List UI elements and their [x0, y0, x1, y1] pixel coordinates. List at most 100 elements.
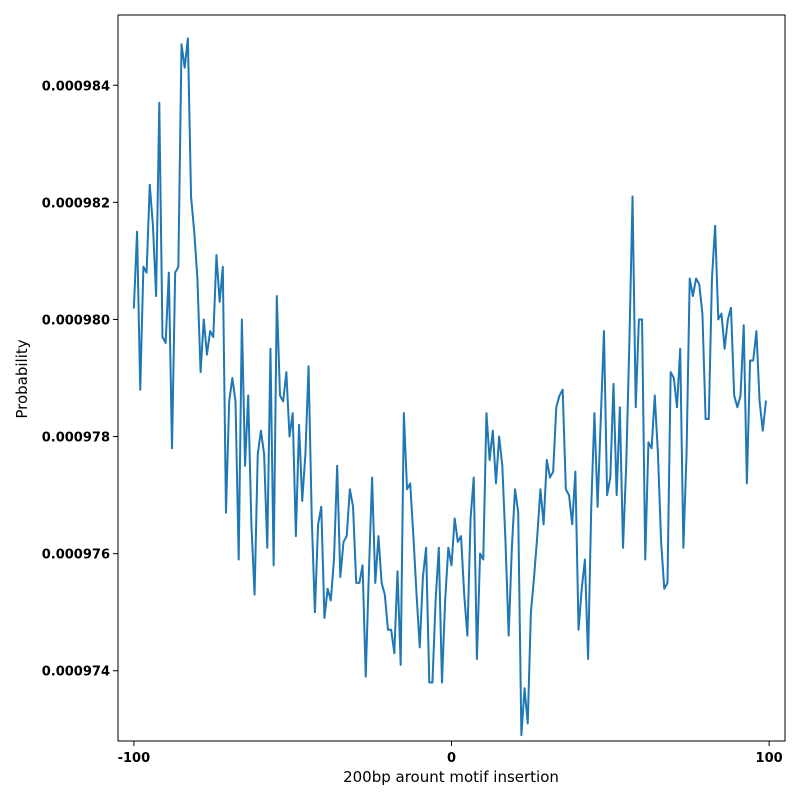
data-point — [241, 318, 243, 321]
data-point — [511, 547, 513, 549]
data-point — [504, 541, 507, 543]
data-point — [447, 547, 449, 549]
data-point — [457, 541, 459, 543]
y-tick-label: 0.000976 — [42, 548, 110, 563]
data-point — [558, 394, 561, 397]
data-point — [463, 594, 465, 596]
data-point — [612, 383, 615, 385]
data-point — [552, 471, 554, 473]
plot-frame — [117, 14, 786, 742]
data-point — [574, 471, 576, 473]
data-point — [641, 318, 643, 321]
data-point — [180, 43, 183, 45]
data-point — [257, 453, 259, 455]
data-point — [222, 266, 224, 268]
data-point — [666, 582, 669, 584]
data-point — [273, 564, 275, 566]
data-point — [396, 570, 399, 572]
data-point — [651, 447, 653, 449]
data-point — [409, 482, 411, 484]
x-axis-ticks: -100 0 100 — [118, 741, 783, 766]
data-point — [168, 272, 170, 274]
data-point — [714, 225, 716, 227]
data-point — [590, 506, 592, 508]
data-point — [355, 582, 357, 584]
data-point — [327, 588, 329, 590]
data-point — [498, 435, 500, 438]
data-point — [479, 553, 481, 555]
data-point — [403, 412, 405, 414]
data-point — [428, 681, 430, 684]
data-point — [682, 547, 684, 549]
data-point — [212, 336, 214, 338]
data-point — [349, 488, 351, 490]
data-point — [727, 318, 729, 321]
data-point — [358, 582, 360, 584]
y-tick-label: 0.000974 — [42, 665, 110, 680]
y-axis-ticks: 0.000974 0.000976 0.000978 0.000980 0.000982… — [42, 79, 118, 680]
data-point — [739, 394, 742, 397]
x-tick-label: -100 — [118, 751, 151, 766]
data-point — [266, 547, 268, 549]
data-point — [600, 418, 602, 420]
data-point — [152, 225, 154, 227]
data-point — [215, 254, 218, 256]
data-point — [743, 324, 745, 326]
data-point — [253, 594, 256, 596]
data-point — [765, 400, 767, 403]
data-point — [371, 476, 373, 479]
x-axis-label: 200bp arount motif insertion — [343, 768, 559, 786]
data-point — [438, 547, 440, 549]
data-point — [657, 453, 659, 455]
data-point — [679, 348, 681, 350]
data-point — [555, 406, 557, 408]
data-point — [317, 523, 319, 525]
data-point — [489, 459, 491, 461]
data-point — [609, 476, 611, 479]
data-point — [184, 67, 186, 69]
data-point — [435, 599, 437, 602]
data-point — [333, 558, 335, 561]
data-point — [285, 371, 287, 373]
data-point — [393, 652, 395, 654]
data-point — [685, 453, 688, 455]
data-point — [644, 558, 646, 561]
data-point — [692, 295, 694, 297]
y-tick-label: 0.000980 — [42, 313, 110, 328]
data-point — [476, 658, 478, 660]
data-point — [527, 722, 529, 725]
data-point — [736, 406, 738, 408]
data-point — [635, 406, 637, 408]
data-point — [165, 342, 167, 344]
data-point — [730, 307, 732, 309]
data-point — [758, 400, 761, 403]
data-point — [352, 506, 354, 508]
data-point — [752, 359, 754, 362]
data-point — [307, 365, 310, 367]
data-point — [225, 512, 227, 514]
data-point — [733, 394, 735, 397]
data-point — [631, 195, 634, 198]
probability-series-line — [132, 37, 767, 737]
data-point — [698, 283, 700, 285]
data-point — [136, 231, 138, 233]
data-point — [762, 430, 764, 432]
data-point — [749, 359, 751, 362]
y-tick-label: 0.000978 — [42, 431, 110, 446]
data-point — [587, 658, 589, 660]
data-point — [346, 535, 348, 537]
data-point — [219, 301, 221, 303]
data-point — [482, 558, 484, 561]
data-point — [425, 547, 427, 549]
data-point — [755, 330, 758, 332]
data-point — [412, 535, 414, 537]
data-point — [597, 506, 599, 508]
data-point — [431, 681, 434, 684]
data-point — [654, 394, 656, 397]
data-point — [320, 506, 322, 508]
data-point — [244, 465, 246, 467]
data-point — [365, 676, 367, 678]
data-point — [717, 318, 719, 321]
data-point — [603, 330, 605, 332]
